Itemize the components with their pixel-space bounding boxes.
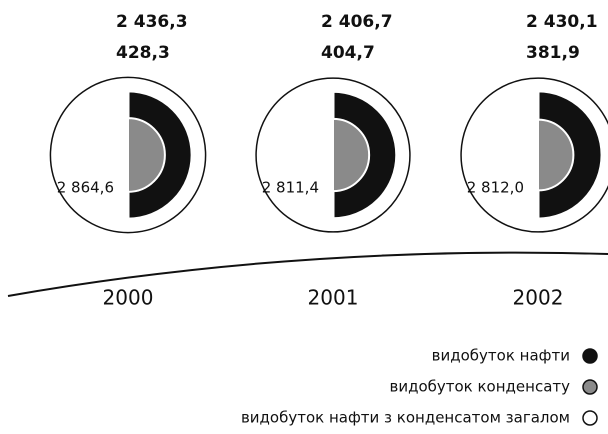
legend-swatch	[582, 410, 598, 426]
condensate-half	[332, 117, 370, 193]
total-arc	[460, 77, 608, 233]
year-label: 2002	[513, 286, 564, 310]
total-arc	[255, 77, 411, 233]
condensate-label: 381,9	[526, 43, 580, 63]
condensate-label: 404,7	[321, 43, 375, 63]
legend-swatch	[582, 348, 598, 364]
condensate-label: 428,3	[116, 43, 170, 63]
legend-label: видобуток нафти	[432, 347, 570, 365]
legend-swatch	[582, 379, 598, 395]
total-arc	[49, 76, 207, 234]
legend-label: видобуток конденсату	[389, 378, 570, 396]
total-label: 2 811,4	[262, 179, 319, 197]
total-label: 2 864,6	[57, 179, 114, 197]
total-label: 2 812,0	[467, 179, 524, 197]
oil-label: 2 430,1	[526, 12, 598, 32]
year-label: 2001	[308, 286, 359, 310]
year-label: 2000	[103, 286, 154, 310]
timeline-curve	[7, 251, 608, 297]
oil-label: 2 436,3	[116, 12, 188, 32]
legend-label: видобуток нафти з конденсатом загалом	[241, 409, 570, 427]
condensate-half	[537, 118, 575, 192]
condensate-half	[127, 117, 166, 193]
oil-label: 2 406,7	[321, 12, 393, 32]
